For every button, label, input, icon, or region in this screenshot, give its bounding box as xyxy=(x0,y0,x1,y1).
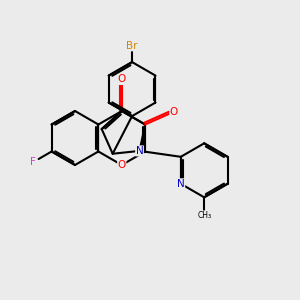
Text: O: O xyxy=(118,74,126,85)
Text: O: O xyxy=(170,107,178,117)
Text: O: O xyxy=(118,160,126,170)
Text: N: N xyxy=(177,179,185,189)
Text: N: N xyxy=(136,146,143,156)
Text: F: F xyxy=(31,157,36,167)
Text: CH₃: CH₃ xyxy=(197,211,211,220)
Text: Br: Br xyxy=(126,40,138,51)
